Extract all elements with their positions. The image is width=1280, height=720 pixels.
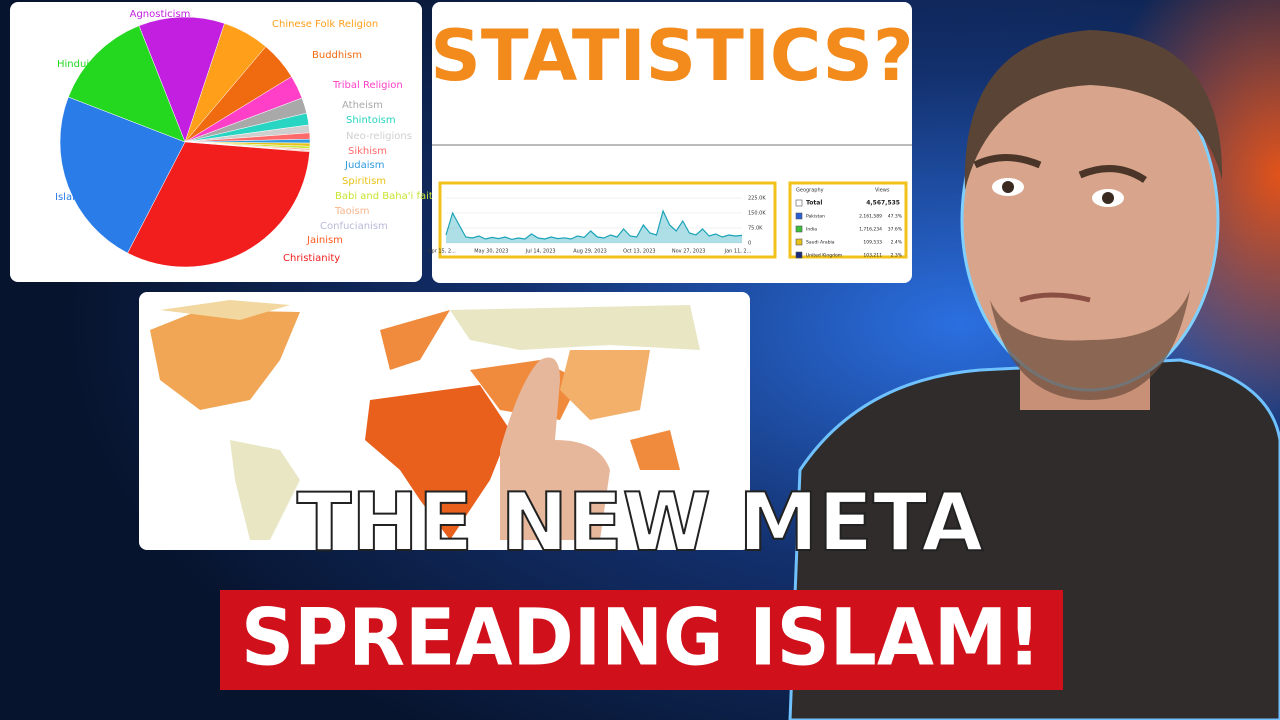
headline: SPREADING ISLAM! [241,593,1041,683]
pie-label: Confucianism [320,221,388,232]
y-tick-label: 150.0K [748,211,766,217]
table-cell: 2.4% [891,240,903,246]
pie-label: Christianity [283,253,340,264]
pie-slice [59,96,186,254]
checkbox [795,212,803,220]
headline: THE NEW META [297,476,983,569]
pie-label: Sikhism [348,146,387,157]
table-cell: 47.3% [888,214,903,220]
checkbox [795,238,803,246]
headline-box [220,590,1063,690]
beard [990,290,1190,400]
russia [450,305,700,350]
checkbox [795,225,803,233]
map [150,300,700,540]
pie-label: Taoism [334,206,369,217]
table-cell: 1,716,234 [859,227,882,233]
pie-label: Neo-religions [346,131,412,142]
pie-slice [138,16,225,143]
pie-chart: Agnosticism Chinese Folk Religion Buddhism… [55,9,444,268]
mouth [1019,292,1091,303]
table-cell: United Kingdom [806,253,842,259]
pie-label: Jainism [306,235,343,246]
person [788,30,1280,720]
line-chart: 0 75.0K 150.0K 225.0K Apr 15, 2... May 30, 20… [428,196,766,255]
y-tick-label: 75.0K [748,226,763,232]
x-tick-label: Jul 14, 2023 [525,249,556,255]
pie-label: Judaism [344,160,385,171]
table-cell: Saudi Arabia [806,240,835,246]
table-header: Views [875,188,890,194]
europe [380,310,450,370]
pie-slice [68,25,186,143]
pie-label: Buddhism [312,50,362,61]
pupil [1102,192,1114,204]
south-america [230,440,300,540]
y-tick-label: 0 [748,241,751,247]
x-tick-label: Jan 11, 2... [724,249,752,255]
x-tick-label: Apr 15, 2... [428,249,456,255]
stats-title: STATISTICS? [430,15,913,97]
line [445,209,743,241]
table-cell: 109,533 [863,240,882,246]
pie-label: Chinese Folk Religion [272,19,378,30]
table-cell: 103,211 [863,253,882,259]
brow [973,154,1042,169]
hair [964,30,1223,190]
pie-label: Hinduism [57,59,104,70]
canada [160,300,290,320]
table-cell: India [806,227,817,233]
table-cell: Pakistan [806,214,825,220]
table-header: Geography [796,188,824,194]
pie-label: Islam [55,192,82,203]
table-frame [788,181,908,259]
x-tick-label: May 30, 2023 [474,249,508,255]
pie-label: Tribal Religion [332,80,403,91]
indonesia [630,430,680,470]
pupil [1002,181,1014,193]
area [446,211,742,243]
africa [365,385,510,540]
brow [1078,165,1147,183]
table-cell: Total [806,200,822,207]
x-tick-label: Oct 13, 2023 [623,249,656,255]
x-tick-label: Nov 27, 2023 [672,249,706,255]
checkbox [795,251,803,259]
table-cell: 2,161,589 [859,214,882,220]
table-cell: 2.3% [891,253,903,259]
y-tick-label: 225.0K [748,196,766,202]
north-america [150,310,300,410]
checkbox [795,199,803,207]
pie-label: Shintoism [346,115,396,126]
table-cell: 37.6% [888,227,903,233]
table-cell: 4,567,535 [866,200,900,207]
pie-slice [127,141,310,268]
pie-label: Spiritism [342,176,386,187]
pie-label: Atheism [342,100,383,111]
pie-label: Babi and Baha'i faiths [335,191,444,202]
pie-label: Agnosticism [130,9,191,20]
china [560,350,650,420]
line-chart-frame [438,181,777,259]
hand [500,357,610,540]
x-tick-label: Aug 29, 2023 [573,249,607,255]
table: Geography Views Total 4,567,535 Pakistan 2,16… [795,188,903,259]
